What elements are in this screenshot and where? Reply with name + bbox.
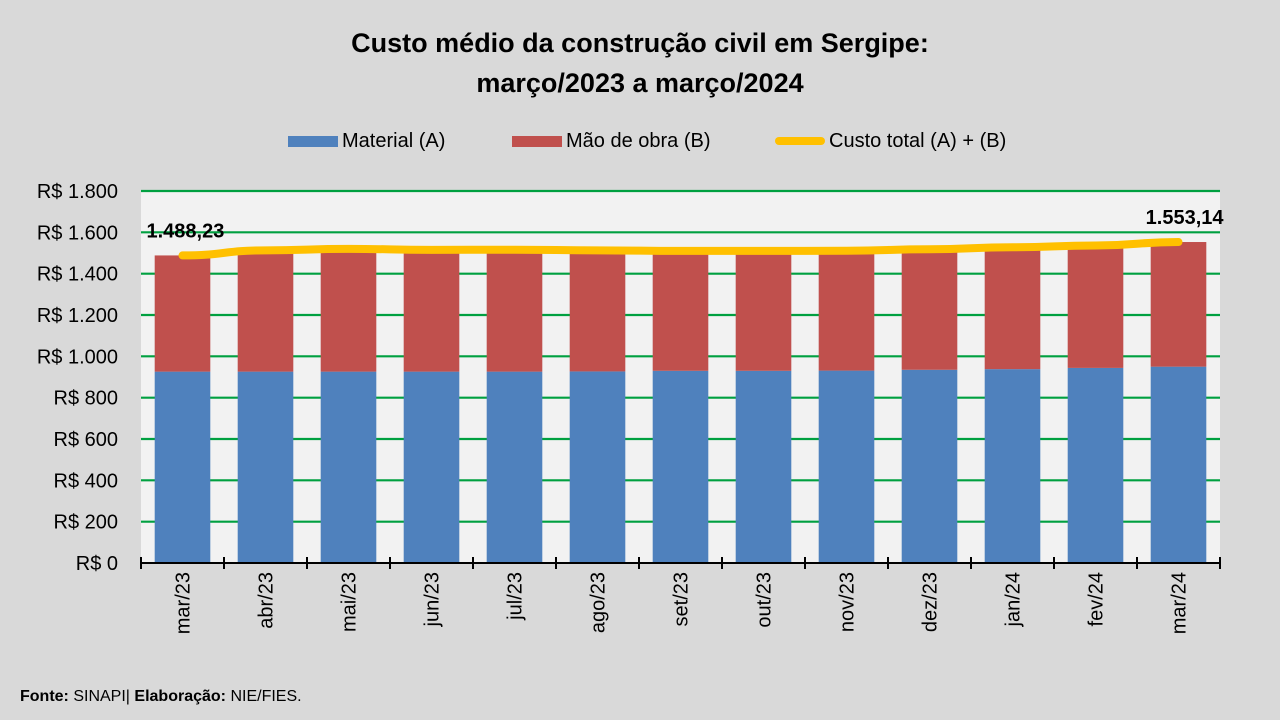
- line-total: [178, 238, 1183, 260]
- bar-labor: [818, 250, 875, 371]
- total-line: [178, 238, 1183, 260]
- bar-material: [818, 370, 875, 563]
- legend-item-material: Material (A): [288, 127, 445, 155]
- legend-swatch-total: [775, 137, 825, 145]
- y-tick-label: R$ 200: [54, 512, 119, 534]
- credit-value: NIE/FIES.: [230, 688, 302, 705]
- data-label: 1.553,14: [1146, 207, 1225, 229]
- legend-item-labor: Mão de obra (B): [512, 127, 711, 155]
- bar-material: [486, 371, 543, 563]
- x-tick-label: ago/23: [588, 572, 610, 633]
- y-tick-label: R$ 400: [54, 470, 119, 492]
- bar-labor: [1150, 242, 1207, 367]
- x-tick-label: mar/24: [1169, 572, 1191, 634]
- bar-labor: [652, 250, 709, 371]
- legend-label-total: Custo total (A) + (B): [829, 130, 1007, 152]
- x-axis-labels: mar/23 abr/23 mai/23 jun/23 jul/23 ago/23 set/…: [173, 572, 1191, 634]
- bar-labor: [486, 249, 543, 372]
- y-tick-label: R$ 1.000: [37, 346, 118, 368]
- x-tick-label: mar/23: [173, 572, 195, 634]
- footer-separator: |: [125, 688, 130, 705]
- legend: Material (A) Mão de obra (B) Custo total…: [0, 127, 1280, 157]
- bar-material: [984, 369, 1041, 563]
- bar-material: [403, 371, 460, 563]
- bars: [154, 242, 1207, 563]
- bar-material: [901, 369, 958, 563]
- x-tick-label: fev/24: [1086, 572, 1108, 626]
- x-tick-label: out/23: [754, 572, 776, 628]
- bar-labor: [1067, 245, 1124, 368]
- credit-label: Elaboração:: [134, 688, 226, 705]
- x-tick-label: jan/24: [1003, 572, 1025, 628]
- source-label: Fonte:: [20, 688, 69, 705]
- y-tick-label: R$ 1.200: [37, 305, 118, 327]
- x-tick-label: jul/23: [505, 572, 527, 621]
- bar-material: [320, 371, 377, 563]
- footer: Fonte: SINAPI| Elaboração: NIE/FIES.: [20, 688, 302, 706]
- bar-material: [1067, 367, 1124, 563]
- bar-labor: [403, 249, 460, 372]
- bar-material: [154, 371, 211, 563]
- data-label: 1.488,23: [147, 220, 225, 242]
- bar-labor: [569, 250, 626, 372]
- chart-title: Custo médio da construção civil em Sergi…: [351, 28, 929, 58]
- chart-subtitle: março/2023 a março/2024: [476, 68, 804, 98]
- annotations: 1.488,23 1.553,14: [147, 207, 1225, 242]
- bar-labor: [901, 249, 958, 370]
- legend-label-labor: Mão de obra (B): [566, 130, 711, 152]
- bar-labor: [237, 250, 294, 372]
- x-tick-label: set/23: [671, 572, 693, 626]
- x-tick-label: abr/23: [256, 572, 278, 629]
- y-tick-label: R$ 1.600: [37, 222, 118, 244]
- legend-swatch-material: [288, 135, 338, 147]
- bar-material: [237, 371, 294, 563]
- bar-material: [652, 370, 709, 563]
- bar-labor: [984, 247, 1041, 370]
- y-tick-label: R$ 1.800: [37, 181, 118, 203]
- source-value: SINAPI: [73, 688, 126, 705]
- bar-material: [569, 371, 626, 563]
- bar-material: [1150, 366, 1207, 563]
- x-tick-label: jun/23: [422, 572, 444, 628]
- bar-labor: [154, 255, 211, 372]
- bar-labor: [735, 250, 792, 371]
- legend-label-material: Material (A): [342, 130, 446, 152]
- bar-labor: [320, 248, 377, 372]
- y-tick-label: R$ 600: [54, 429, 119, 451]
- legend-item-total: Custo total (A) + (B): [775, 127, 1006, 155]
- x-axis: [140, 557, 1221, 569]
- bar-material: [735, 370, 792, 563]
- y-axis-labels: R$ 0 R$ 200 R$ 400 R$ 600 R$ 800 R$ 1.000 R$ 1…: [37, 181, 118, 575]
- x-tick-label: nov/23: [837, 572, 859, 632]
- legend-swatch-labor: [512, 135, 562, 147]
- y-tick-label: R$ 0: [76, 553, 118, 575]
- y-tick-label: R$ 800: [54, 388, 119, 410]
- x-tick-label: mai/23: [339, 572, 361, 632]
- x-tick-label: dez/23: [920, 572, 942, 632]
- y-tick-label: R$ 1.400: [37, 264, 118, 286]
